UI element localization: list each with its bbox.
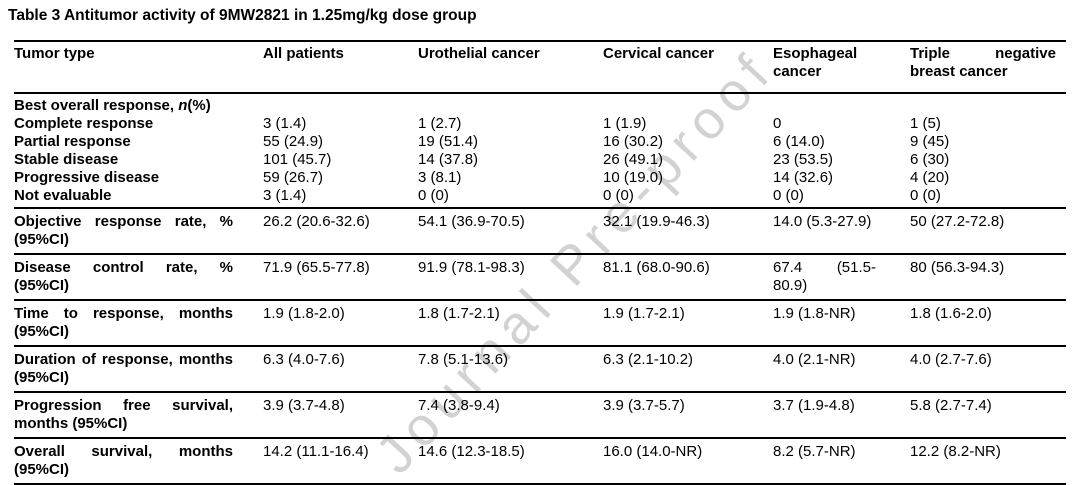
cell-col3: 26 (49.1) (603, 151, 664, 168)
table-row: Disease control rate, % (95%CI) 71.9 (65.… (14, 254, 1066, 300)
cell-col3: 81.1 (68.0-90.6) (603, 259, 710, 276)
table-row: Duration of response, months (95%CI) 6.3 … (14, 346, 1066, 392)
column-header-1: All patients (263, 45, 344, 62)
table-body: Best overall response, n(%) Complete res… (14, 93, 1066, 484)
cell-col3: 10 (19.0) (603, 169, 664, 186)
cell-col3: 1.9 (1.7-2.1) (603, 305, 685, 322)
cell-col5: 50 (27.2-72.8) (910, 213, 1005, 230)
cell-col4: 0 (773, 115, 782, 132)
group-header-row: Best overall response, n(%) (14, 93, 1066, 115)
table-row: Not evaluable 3 (1.4) 0 (0) 0 (0) 0 (0) 0 (0) (14, 187, 1066, 208)
cell-col2: 1.8 (1.7-2.1) (418, 305, 500, 322)
group-header-italic-n: n (178, 97, 188, 114)
table-title: Table 3 Antitumor activity of 9MW2821 in… (8, 7, 477, 24)
table-row: Progression free survival, months (95%CI… (14, 392, 1066, 438)
row-label: Disease control rate, % (95%CI) (14, 259, 233, 294)
cell-col2: 19 (51.4) (418, 133, 479, 150)
cell-col5: 6 (30) (910, 151, 950, 168)
cell-col4: 4.0 (2.1-NR) (773, 351, 856, 368)
column-header-5: Triple negative breast cancer (910, 45, 1056, 80)
table-row: Complete response 3 (1.4) 1 (2.7) 1 (1.9) 0 1… (14, 115, 1066, 133)
cell-col1: 3 (1.4) (263, 115, 307, 132)
cell-col5: 80 (56.3-94.3) (910, 259, 1005, 276)
group-header-label: Best overall response, n(%) (14, 93, 1066, 115)
cell-col5: 1 (5) (910, 115, 941, 132)
column-header-0: Tumor type (14, 45, 95, 62)
cell-col4: 8.2 (5.7-NR) (773, 443, 856, 460)
table-row: Time to response, months (95%CI) 1.9 (1.8… (14, 300, 1066, 346)
column-header-4: Esophageal cancer (773, 45, 858, 80)
cell-col3: 3.9 (3.7-5.7) (603, 397, 685, 414)
row-label: Not evaluable (14, 187, 112, 204)
group-header-suffix: (%) (187, 97, 211, 114)
cell-col5: 4 (20) (910, 169, 950, 186)
cell-col4: 0 (0) (773, 187, 804, 204)
row-label: Duration of response, months (95%CI) (14, 351, 233, 386)
cell-col2: 1 (2.7) (418, 115, 462, 132)
cell-col3: 0 (0) (603, 187, 634, 204)
row-label: Time to response, months (95%CI) (14, 305, 233, 340)
group-header-prefix: Best overall response, (14, 97, 179, 114)
row-label: Objective response rate, % (95%CI) (14, 213, 233, 248)
cell-col1: 101 (45.7) (263, 151, 332, 168)
cell-col2: 0 (0) (418, 187, 449, 204)
cell-col2: 14 (37.8) (418, 151, 479, 168)
cell-col5: 5.8 (2.7-7.4) (910, 397, 992, 414)
cell-col1: 1.9 (1.8-2.0) (263, 305, 345, 322)
cell-col4: 6 (14.0) (773, 133, 825, 150)
cell-col1: 14.2 (11.1-16.4) (263, 443, 369, 460)
cell-col3: 6.3 (2.1-10.2) (603, 351, 694, 368)
cell-col2: 7.8 (5.1-13.6) (418, 351, 509, 368)
cell-col4: 67.4 (51.5-80.9) (773, 259, 876, 294)
cell-col1: 55 (24.9) (263, 133, 324, 150)
column-header-2: Urothelial cancer (418, 45, 540, 62)
row-label: Partial response (14, 133, 131, 150)
row-label: Progressive disease (14, 169, 160, 186)
cell-col5: 1.8 (1.6-2.0) (910, 305, 992, 322)
table-row: Partial response 55 (24.9) 19 (51.4) 16 (30… (14, 133, 1066, 151)
cell-col2: 14.6 (12.3-18.5) (418, 443, 525, 460)
cell-col5: 0 (0) (910, 187, 941, 204)
cell-col1: 3 (1.4) (263, 187, 307, 204)
cell-col2: 91.9 (78.1-98.3) (418, 259, 525, 276)
row-label: Complete response (14, 115, 154, 132)
cell-col4: 14.0 (5.3-27.9) (773, 213, 872, 230)
cell-col1: 3.9 (3.7-4.8) (263, 397, 345, 414)
cell-col3: 16 (30.2) (603, 133, 664, 150)
cell-col1: 26.2 (20.6-32.6) (263, 213, 370, 230)
table-header-row: Tumor type All patients Urothelial cancer C… (14, 41, 1066, 93)
table-header: Tumor type All patients Urothelial cancer C… (14, 41, 1066, 93)
cell-col3: 1 (1.9) (603, 115, 647, 132)
cell-col3: 16.0 (14.0-NR) (603, 443, 703, 460)
cell-col2: 7.4 (3.8-9.4) (418, 397, 500, 414)
cell-col4: 14 (32.6) (773, 169, 834, 186)
cell-col1: 59 (26.7) (263, 169, 324, 186)
cell-col5: 12.2 (8.2-NR) (910, 443, 1001, 460)
cell-col3: 32.1 (19.9-46.3) (603, 213, 710, 230)
cell-col4: 1.9 (1.8-NR) (773, 305, 856, 322)
table-row: Overall survival, months (95%CI) 14.2 (11… (14, 438, 1066, 484)
cell-col1: 6.3 (4.0-7.6) (263, 351, 345, 368)
table-row: Stable disease 101 (45.7) 14 (37.8) 26 (49.… (14, 151, 1066, 169)
cell-col4: 23 (53.5) (773, 151, 834, 168)
cell-col1: 71.9 (65.5-77.8) (263, 259, 370, 276)
column-header-3: Cervical cancer (603, 45, 714, 62)
cell-col4: 3.7 (1.9-4.8) (773, 397, 855, 414)
row-label: Stable disease (14, 151, 119, 168)
cell-col5: 4.0 (2.7-7.6) (910, 351, 992, 368)
antitumor-activity-table: Tumor type All patients Urothelial cancer C… (14, 40, 1066, 485)
row-label: Progression free survival, months (95%CI… (14, 397, 233, 432)
cell-col5: 9 (45) (910, 133, 950, 150)
row-label: Overall survival, months (95%CI) (14, 443, 233, 478)
table-row: Progressive disease 59 (26.7) 3 (8.1) 10 (1… (14, 169, 1066, 187)
table-row: Objective response rate, % (95%CI) 26.2 (… (14, 208, 1066, 254)
cell-col2: 54.1 (36.9-70.5) (418, 213, 525, 230)
cell-col2: 3 (8.1) (418, 169, 462, 186)
